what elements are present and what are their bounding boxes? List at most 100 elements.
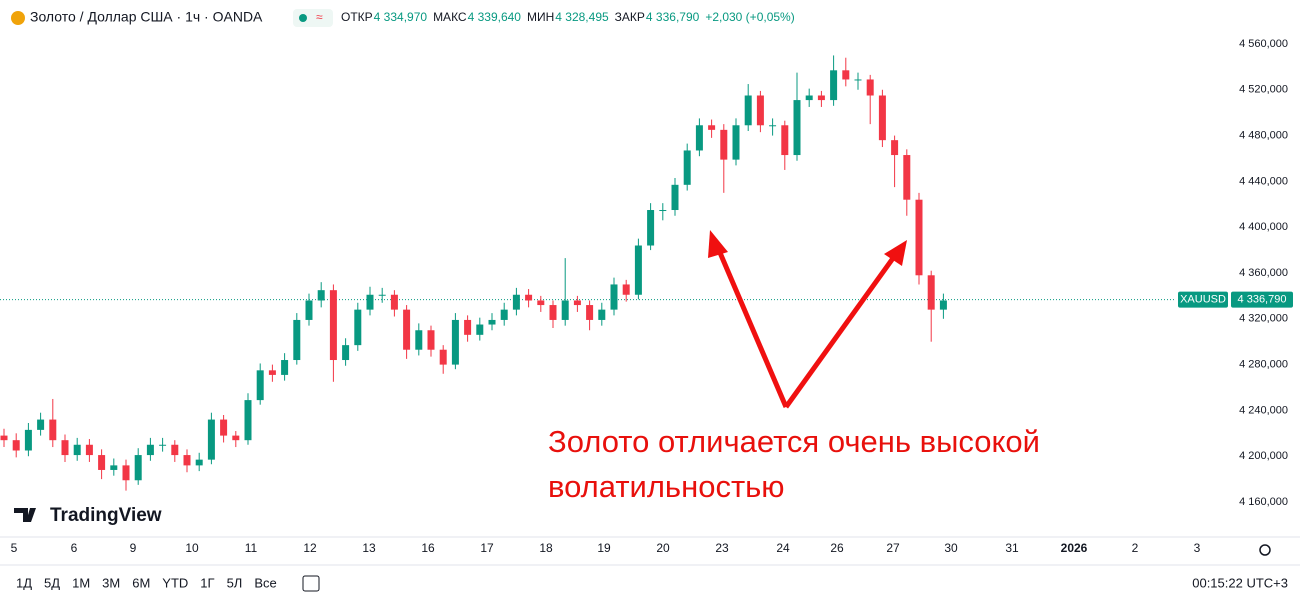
calendar-icon[interactable] bbox=[302, 575, 320, 592]
candle-body bbox=[342, 345, 350, 361]
candle-body bbox=[110, 465, 118, 470]
range-button[interactable]: 1Д bbox=[16, 575, 32, 590]
candle-body bbox=[586, 305, 594, 320]
candle-body bbox=[329, 290, 337, 361]
range-button[interactable]: 3М bbox=[102, 575, 120, 590]
x-tick-label: 24 bbox=[776, 541, 790, 555]
candle-body bbox=[476, 324, 484, 335]
range-button[interactable]: 6М bbox=[132, 575, 150, 590]
candle-body bbox=[439, 349, 447, 365]
candle-body bbox=[793, 100, 801, 156]
candle-body bbox=[756, 95, 764, 126]
x-tick-label: 3 bbox=[1194, 541, 1201, 555]
candle-body bbox=[659, 210, 667, 212]
candle-body bbox=[781, 125, 789, 156]
tradingview-logo[interactable]: TradingView bbox=[14, 505, 162, 526]
candle-body bbox=[622, 284, 630, 295]
y-tick-label: 4 200,000 bbox=[1239, 450, 1288, 462]
status-dot bbox=[299, 14, 307, 22]
stat-label: МИН bbox=[527, 10, 554, 24]
y-tick-label: 4 280,000 bbox=[1239, 359, 1288, 371]
candle-body bbox=[769, 125, 777, 127]
candle-body bbox=[268, 370, 276, 375]
candle-body bbox=[927, 275, 935, 310]
logo-text: TradingView bbox=[50, 505, 162, 526]
candle-body bbox=[195, 459, 203, 466]
symbol-icon bbox=[11, 11, 25, 25]
candle-body bbox=[720, 129, 728, 160]
candle-body bbox=[512, 294, 520, 310]
candle-body bbox=[744, 95, 752, 126]
symbol-tag bbox=[1178, 291, 1228, 308]
candle-body bbox=[12, 440, 20, 451]
candle-body bbox=[561, 300, 569, 320]
y-tick-label: 4 360,000 bbox=[1239, 267, 1288, 279]
x-tick-label: 10 bbox=[185, 541, 199, 555]
range-button[interactable]: YTD bbox=[162, 575, 188, 590]
arrow bbox=[715, 247, 789, 408]
arrow bbox=[783, 252, 899, 409]
candle-body bbox=[232, 435, 240, 441]
candle-body bbox=[708, 125, 716, 130]
candle-body bbox=[683, 150, 691, 185]
candle-body bbox=[403, 309, 411, 350]
candle-body bbox=[525, 294, 533, 301]
candle-body bbox=[85, 444, 93, 456]
range-button[interactable]: 1Г bbox=[200, 575, 214, 590]
candle-body bbox=[854, 79, 862, 81]
candle-body bbox=[24, 429, 32, 451]
candle-body bbox=[939, 300, 947, 310]
x-tick-label: 27 bbox=[886, 541, 900, 555]
y-tick-label: 4 560,000 bbox=[1239, 38, 1288, 50]
candle-body bbox=[805, 95, 813, 101]
candle-body bbox=[732, 125, 740, 160]
stat-value: 4 334,970 bbox=[374, 10, 428, 24]
candle-body bbox=[37, 419, 45, 430]
range-button[interactable]: 5Л bbox=[227, 575, 243, 590]
x-tick-label: 16 bbox=[421, 541, 435, 555]
x-tick-label: 30 bbox=[944, 541, 958, 555]
candle-body bbox=[549, 305, 557, 320]
candle-body bbox=[647, 210, 655, 246]
status-badge[interactable] bbox=[293, 9, 333, 27]
y-tick-label: 4 160,000 bbox=[1239, 496, 1288, 508]
candle-body bbox=[183, 455, 191, 466]
price-tag-text: 4 336,790 bbox=[1238, 293, 1287, 305]
x-tick-label: 31 bbox=[1005, 541, 1019, 555]
y-tick-label: 4 440,000 bbox=[1239, 175, 1288, 187]
candle-body bbox=[573, 300, 581, 306]
candle-body bbox=[134, 455, 142, 481]
symbol-tag-text: XAUUSD bbox=[1180, 293, 1226, 305]
clock: 00:15:22 UTC+3 bbox=[1192, 575, 1288, 590]
change: +2,030 (+0,05%) bbox=[705, 10, 794, 24]
candle-body bbox=[244, 400, 252, 441]
candle-body bbox=[464, 319, 472, 335]
candle-body bbox=[500, 309, 508, 320]
candle-body bbox=[415, 330, 423, 350]
candle-body bbox=[891, 140, 899, 156]
candle-body bbox=[598, 309, 606, 320]
candle-body bbox=[390, 294, 398, 310]
price-tag bbox=[1231, 291, 1293, 308]
candle-body bbox=[73, 444, 81, 456]
candle-body bbox=[171, 444, 179, 456]
range-button[interactable]: 1М bbox=[72, 575, 90, 590]
x-tick-label: 6 bbox=[71, 541, 78, 555]
settings-icon[interactable] bbox=[1259, 544, 1271, 556]
x-tick-label: 18 bbox=[539, 541, 553, 555]
range-button[interactable]: 5Д bbox=[44, 575, 60, 590]
y-tick-label: 4 480,000 bbox=[1239, 129, 1288, 141]
candle-body bbox=[281, 360, 289, 375]
range-button[interactable]: Все bbox=[254, 575, 276, 590]
x-tick-label: 13 bbox=[362, 541, 376, 555]
toolbar: 1Д 5Д 1М 3М 6М YTD 1Г 5Л Все bbox=[16, 575, 277, 590]
arrows bbox=[708, 230, 907, 409]
symbol-title[interactable]: Золото / Доллар США · 1ч · OANDA bbox=[30, 9, 263, 25]
x-tick-label: 5 bbox=[11, 541, 18, 555]
candle-body bbox=[378, 294, 386, 296]
stat-value: 4 328,495 bbox=[555, 10, 609, 24]
candle-body bbox=[146, 444, 154, 456]
candle-body bbox=[305, 300, 313, 320]
x-tick-label: 2026 bbox=[1061, 541, 1088, 555]
